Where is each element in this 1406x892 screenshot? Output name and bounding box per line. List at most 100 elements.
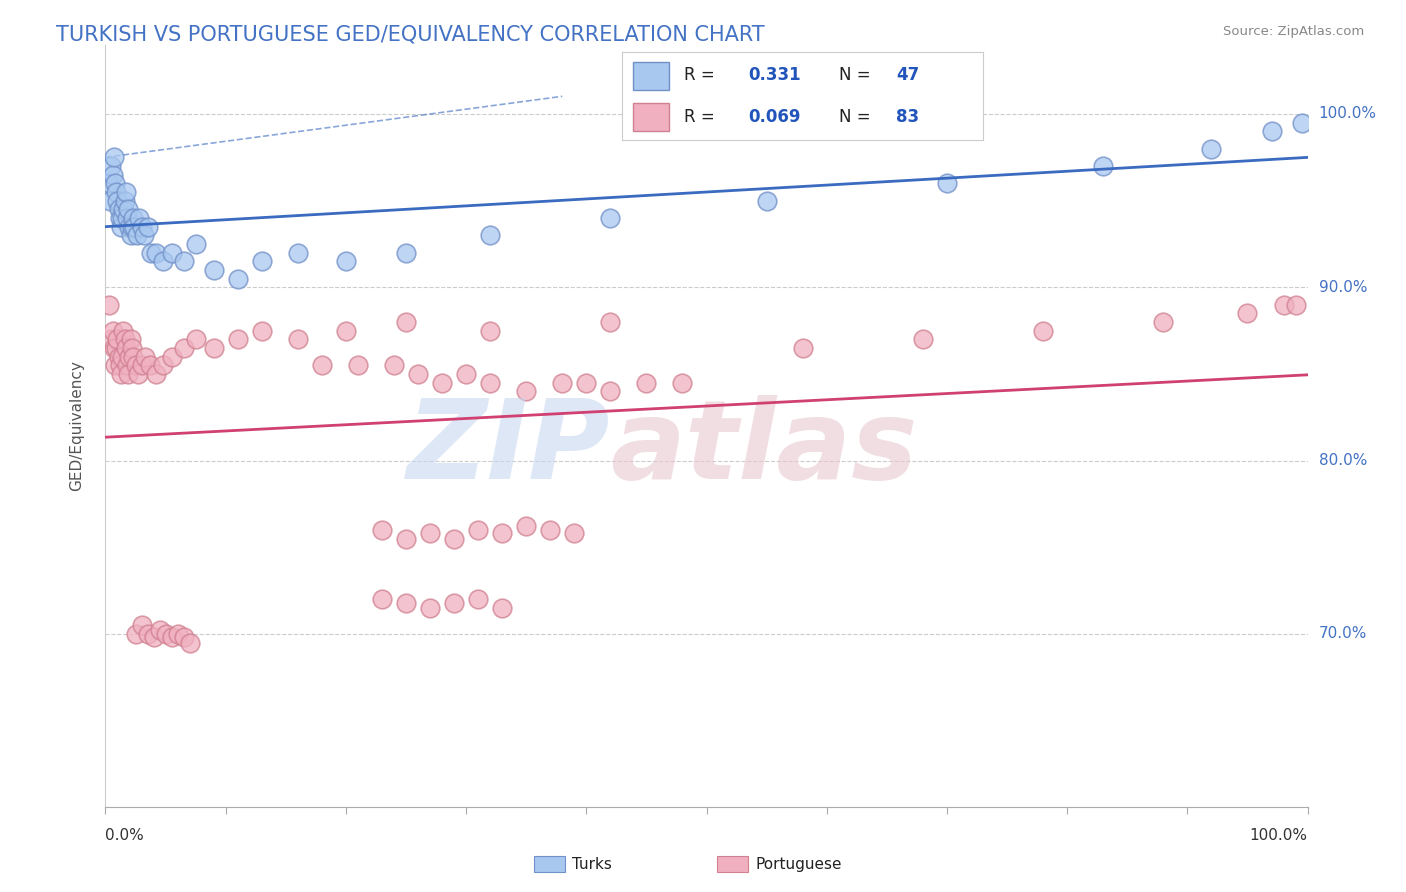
Point [491,526,513,541]
Point [419,526,441,541]
Point [335,324,357,338]
Point [395,532,418,546]
Text: R =: R = [683,66,714,84]
Text: Turks: Turks [572,857,612,871]
Text: atlas: atlas [610,395,918,502]
Point [101,168,124,182]
Point [287,245,309,260]
Y-axis label: GED/Equivalency: GED/Equivalency [70,360,84,491]
Point [671,376,693,390]
Point [120,332,142,346]
Point [479,324,502,338]
Point [112,324,135,338]
Point [371,592,394,607]
Point [115,341,138,355]
Point [1032,324,1054,338]
Point [98,176,121,190]
Point [406,367,429,381]
Point [250,324,273,338]
Point [111,350,134,364]
Point [105,185,128,199]
Text: TURKISH VS PORTUGUESE GED/EQUIVALENCY CORRELATION CHART: TURKISH VS PORTUGUESE GED/EQUIVALENCY CO… [56,25,765,45]
Point [551,376,574,390]
Point [250,254,273,268]
Point [132,228,155,243]
Point [173,631,195,645]
Point [117,367,139,381]
Point [467,592,489,607]
Point [636,376,658,390]
Point [122,211,145,225]
Point [160,245,183,260]
Point [111,211,134,225]
Point [184,332,207,346]
Point [98,297,121,311]
Point [131,219,153,234]
Point [419,601,441,615]
Point [117,202,139,217]
Point [467,523,489,537]
Point [335,254,357,268]
Point [1236,306,1258,320]
Text: N =: N = [839,66,870,84]
Point [538,523,561,537]
Text: 0.331: 0.331 [748,66,801,84]
Point [599,315,621,329]
Point [121,219,143,234]
Text: N =: N = [839,108,870,126]
Point [443,596,465,610]
Point [131,358,153,372]
Point [107,332,129,346]
Point [134,350,156,364]
Point [104,176,127,190]
Point [103,150,125,164]
Text: 47: 47 [897,66,920,84]
Text: Source: ZipAtlas.com: Source: ZipAtlas.com [1223,25,1364,38]
Point [115,358,138,372]
Point [139,245,162,260]
Point [115,185,138,199]
Point [311,358,333,372]
Text: 70.0%: 70.0% [1319,626,1367,641]
FancyBboxPatch shape [633,103,669,131]
Point [160,631,183,645]
Text: 90.0%: 90.0% [1319,280,1367,294]
Point [115,211,138,225]
Point [127,367,149,381]
Point [136,627,159,641]
Point [515,519,537,533]
Point [936,176,959,190]
Point [122,350,145,364]
Point [347,358,370,372]
Point [152,254,174,268]
Point [1092,159,1115,173]
Point [1272,297,1295,311]
Point [124,358,146,372]
FancyBboxPatch shape [633,62,669,90]
Text: 80.0%: 80.0% [1319,453,1367,468]
Point [145,245,167,260]
Point [107,350,129,364]
Point [479,376,502,390]
Point [114,332,136,346]
Point [131,618,153,632]
Point [911,332,934,346]
Point [124,627,146,641]
Point [184,236,207,251]
Point [124,219,146,234]
Point [202,263,225,277]
Point [395,245,418,260]
Point [120,228,142,243]
Point [173,254,195,268]
Point [755,194,778,208]
Point [145,367,167,381]
Point [152,358,174,372]
Point [142,631,165,645]
Point [226,271,249,285]
Point [101,324,124,338]
Point [98,194,121,208]
Text: 0.0%: 0.0% [105,828,145,843]
Point [479,228,502,243]
Text: Portuguese: Portuguese [755,857,842,871]
Point [443,532,465,546]
